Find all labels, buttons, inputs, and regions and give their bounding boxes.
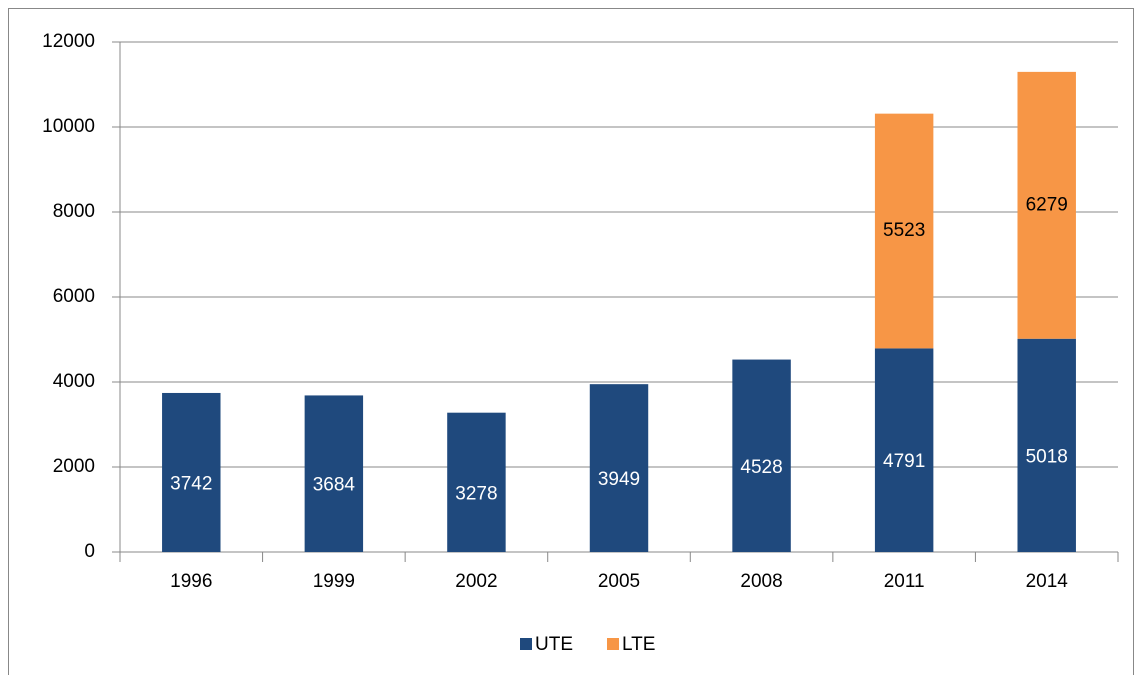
x-tick-label: 2002 xyxy=(455,571,497,592)
bar-segment xyxy=(732,359,791,552)
x-tick-label: 2014 xyxy=(1026,571,1069,592)
data-label: 3278 xyxy=(455,483,497,504)
legend-swatch xyxy=(607,638,619,650)
x-tick-label: 1996 xyxy=(170,571,212,592)
bar-segment xyxy=(1017,338,1076,552)
y-tick-label: 6000 xyxy=(53,286,95,307)
data-label: 6279 xyxy=(1026,194,1068,215)
bar-segment xyxy=(1017,71,1076,339)
legend-swatch xyxy=(520,638,532,650)
bar-segment xyxy=(304,395,364,552)
x-tick-label: 2011 xyxy=(884,571,925,592)
legend-label: UTE xyxy=(535,634,573,655)
legend-label: LTE xyxy=(622,634,655,655)
bar-segment xyxy=(162,392,221,552)
data-label: 3742 xyxy=(170,473,212,494)
y-tick-label: 4000 xyxy=(53,371,95,392)
x-tick-label: 2008 xyxy=(740,571,782,592)
y-tick-label: 0 xyxy=(84,541,95,562)
y-tick-label: 2000 xyxy=(53,456,95,477)
data-label: 5523 xyxy=(883,220,925,241)
x-tick-label: 1999 xyxy=(313,571,355,592)
y-tick-label: 12000 xyxy=(42,31,95,52)
bar-segment xyxy=(447,412,506,552)
y-tick-label: 8000 xyxy=(53,201,95,222)
data-label: 5018 xyxy=(1026,446,1068,467)
bar-segment xyxy=(874,113,934,349)
data-label: 4528 xyxy=(740,457,782,478)
data-label: 3684 xyxy=(313,475,356,496)
bar-segment xyxy=(589,384,649,552)
y-tick-label: 10000 xyxy=(42,116,95,137)
x-tick-label: 2005 xyxy=(598,571,640,592)
bar-segment xyxy=(874,348,934,552)
chart-border xyxy=(8,8,1134,675)
data-label: 3949 xyxy=(598,469,640,490)
data-label: 4791 xyxy=(883,451,925,472)
